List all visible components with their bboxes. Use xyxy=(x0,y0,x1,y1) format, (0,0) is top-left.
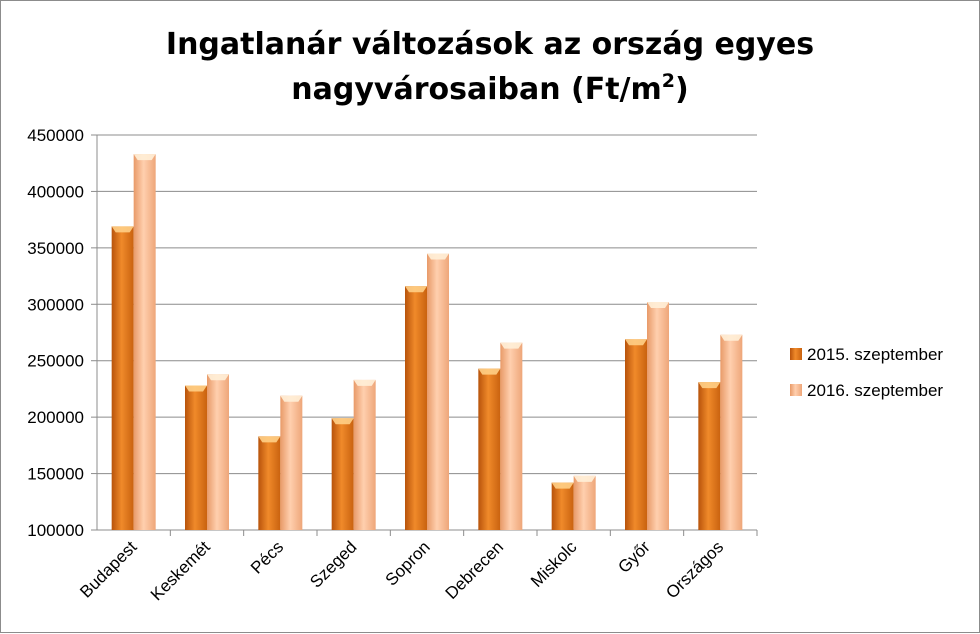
bar-cap xyxy=(500,342,523,349)
bar-cap xyxy=(111,226,134,233)
x-tick-label: Sopron xyxy=(382,537,434,589)
bar-2015-miskolc xyxy=(551,482,574,530)
chart-title-line2-main: nagyvárosaiban (Ft/m xyxy=(291,72,662,107)
bars xyxy=(111,154,743,530)
bar-2015-győr xyxy=(625,339,647,530)
bar-cap xyxy=(551,482,574,489)
y-tick-labels: 100000 150000 200000 250000 300000 350000 4000… xyxy=(27,126,84,540)
x-tick-label: Győr xyxy=(614,537,654,577)
bar-cap xyxy=(478,368,501,375)
legend-swatch xyxy=(790,384,802,396)
x-tick-label: Pécs xyxy=(247,537,287,577)
chart-title-line2: nagyvárosaiban (Ft/m2) xyxy=(291,70,688,107)
bar-2015-sopron xyxy=(405,286,427,530)
chart-title-end: ) xyxy=(675,72,689,107)
legend-label: 2016. szeptember xyxy=(807,381,943,400)
bar-2016-sopron xyxy=(427,253,449,530)
bar-cap xyxy=(405,286,427,293)
y-tick-label: 450000 xyxy=(27,126,84,145)
bar-2016-keskemét xyxy=(207,374,229,530)
legend-label: 2015. szeptember xyxy=(807,345,943,364)
bar-2015-pécs xyxy=(258,436,281,530)
y-tick-label: 300000 xyxy=(27,295,84,314)
legend: 2015. szeptember 2016. szeptember xyxy=(790,345,943,400)
chart-title-line1: Ingatlanár változások az ország egyes xyxy=(166,27,814,62)
bar-2016-miskolc xyxy=(573,475,596,530)
bar-cap xyxy=(207,374,229,381)
bar-cap xyxy=(427,253,449,260)
x-tick-label: Országos xyxy=(662,537,727,602)
y-tick-label: 350000 xyxy=(27,239,84,258)
bar-2016-szeged xyxy=(353,379,376,530)
bar-cap xyxy=(331,418,354,425)
bar-cap xyxy=(280,395,303,402)
bar-2015-budapest xyxy=(111,226,134,530)
bar-2015-keskemét xyxy=(185,385,207,530)
bar-2016-budapest xyxy=(133,154,156,530)
x-tick-label: Szeged xyxy=(306,537,360,591)
bar-cap xyxy=(133,154,156,161)
x-tick-label: Debrecen xyxy=(442,537,508,603)
y-tick-label: 100000 xyxy=(27,521,84,540)
x-tick-label: Miskolc xyxy=(527,537,581,591)
bar-2016-országos xyxy=(720,334,743,530)
x-tick-label: Keskemét xyxy=(147,537,214,604)
y-tick-label: 400000 xyxy=(27,182,84,201)
bar-cap xyxy=(720,334,743,341)
y-tick-label: 250000 xyxy=(27,352,84,371)
y-tick-label: 200000 xyxy=(27,408,84,427)
bar-cap xyxy=(185,385,207,392)
legend-swatch xyxy=(790,348,802,360)
bar-cap xyxy=(573,475,596,482)
x-tick-labels: Budapest Keskemét Pécs Szeged Sopron Debrecen… xyxy=(76,537,727,604)
bar-2015-országos xyxy=(698,382,721,530)
bar-2015-szeged xyxy=(331,418,354,530)
bar-2016-győr xyxy=(647,302,669,530)
bar-2015-debrecen xyxy=(478,368,501,530)
bar-cap xyxy=(353,379,376,386)
bar-cap xyxy=(258,436,281,443)
bar-cap xyxy=(647,302,669,309)
x-tick-label: Budapest xyxy=(76,537,140,601)
chart-title-sup: 2 xyxy=(662,70,675,92)
bar-cap xyxy=(698,382,721,389)
y-tick-label: 150000 xyxy=(27,465,84,484)
bar-cap xyxy=(625,339,647,346)
bar-2016-debrecen xyxy=(500,342,523,530)
bar-2016-pécs xyxy=(280,395,303,530)
